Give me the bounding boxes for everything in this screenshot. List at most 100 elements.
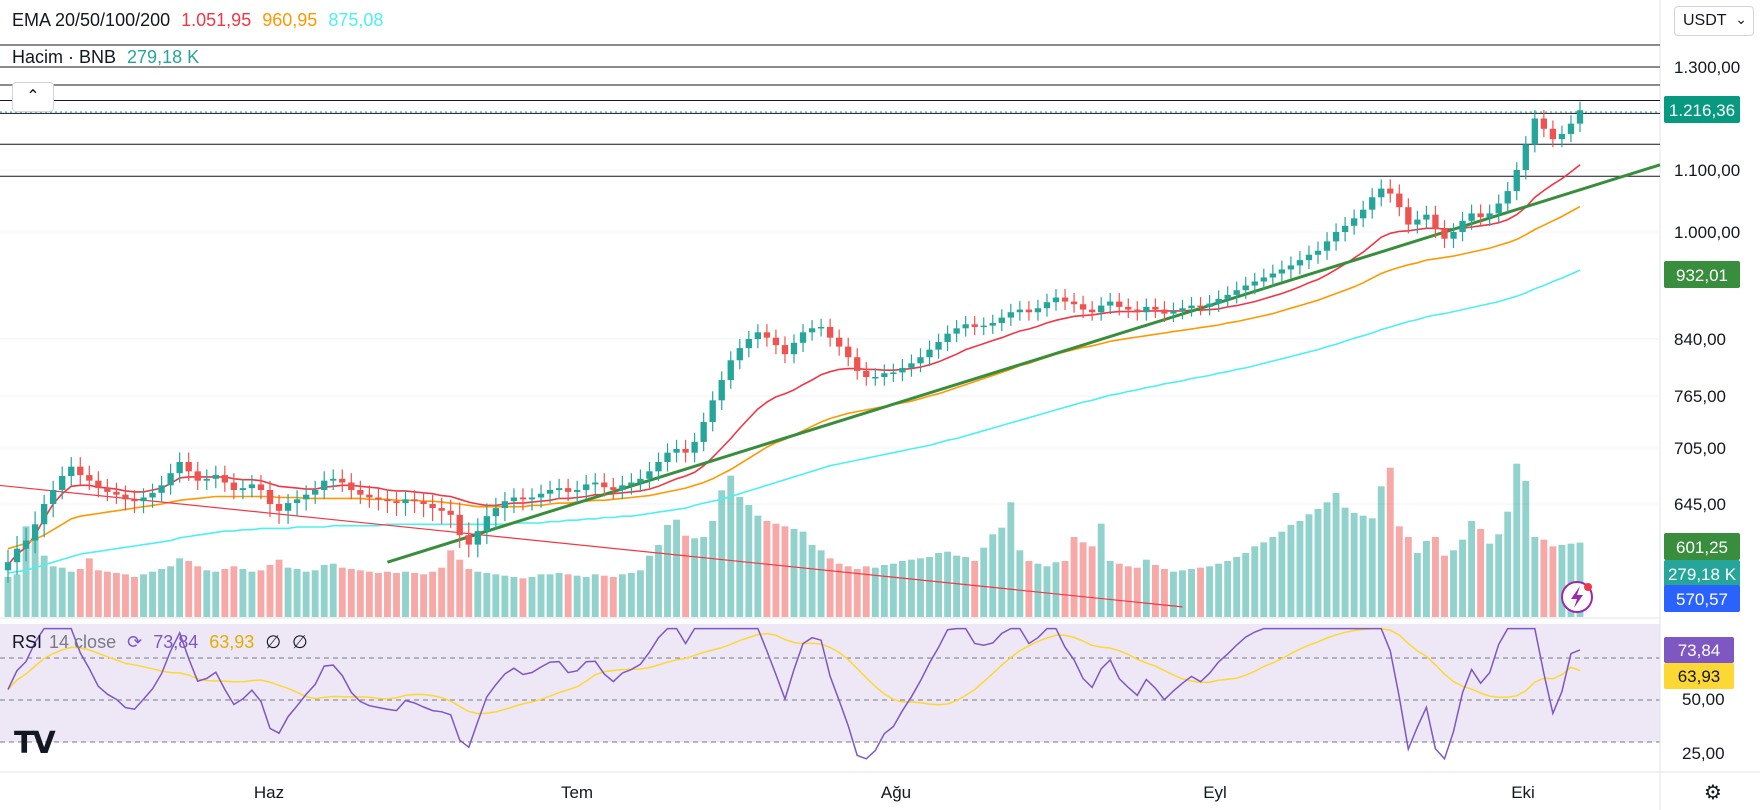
horizontal-levels[interactable] [0,44,1660,177]
ema20-value: 1.051,95 [181,10,252,30]
refresh-icon[interactable]: ⟳ [127,632,143,652]
volume-bar [1206,566,1214,617]
candle-body [1052,297,1060,303]
volume-bar [320,565,328,617]
candle-body [1296,260,1304,266]
rsi-legend[interactable]: RSI 14 close ⟳ 73,84 63,93 ∅ ∅ [12,632,314,653]
price-badge-text: 1.216,36 [1669,101,1735,120]
candle-body [1486,213,1493,218]
volume-bar [1151,565,1159,617]
candle-body [492,508,500,517]
trendlines[interactable] [0,163,1661,608]
ema-legend[interactable]: EMA 20/50/100/200 1.051,95 960,95 875,08 [12,10,389,31]
candle-body [447,510,454,515]
candle-body [59,476,66,490]
volume-bar [1377,486,1385,617]
time-tick-label: Eki [1511,783,1535,802]
volume-bar [1061,561,1069,617]
collapse-button[interactable]: ⌃ [12,82,54,112]
candle-body [845,346,852,358]
volume-bar [772,523,780,617]
volume-bar [1432,537,1439,617]
candle-body [1305,254,1313,261]
price-axis[interactable]: 1.300,00 1.100,00 1.000,00 840,00 765,00 705,… [1674,58,1740,514]
volume-legend[interactable]: Hacim · BNB 279,18 K [12,47,205,68]
volume-bar [329,563,337,617]
candle-body [836,337,843,347]
volume-bar [718,490,726,617]
volume-bar [1070,537,1078,617]
candle-body [1098,305,1105,313]
price-badge-text: 601,25 [1676,538,1728,557]
volume-bar [103,571,111,617]
candle-body [1043,302,1051,309]
volume-bar [917,558,924,617]
volume-bar [573,575,581,617]
volume-bar [447,550,455,617]
volume-bar [691,538,699,617]
currency-select[interactable]: USDT ⌄ [1674,6,1754,36]
price-tick-label: 765,00 [1674,387,1726,406]
candle-body [1432,214,1439,229]
volume-bar [799,531,807,617]
candle-body [113,491,120,495]
candle-body [158,485,165,493]
candle-body [167,473,174,486]
volume-bar [1278,531,1286,617]
price-badge [1664,560,1740,587]
candle-body [998,317,1005,323]
candle-body [1061,297,1069,302]
candle-body [745,339,752,349]
volume-bar [564,574,572,617]
candle-body [682,448,689,453]
price-tick-label: 705,00 [1674,439,1726,458]
candle-body [456,514,463,536]
candle-body [221,475,228,483]
candle-body [1107,301,1114,306]
volume-bar [1233,557,1241,617]
volume-bar [1251,546,1259,617]
candle-body [664,452,671,462]
candle-body [1088,309,1096,313]
volume-bar [1450,550,1457,617]
volume-bar [1386,467,1394,617]
volume-bar [1287,525,1295,617]
volume-bar [871,567,879,617]
candle-body [574,490,581,492]
volume-bar [149,571,156,617]
volume-bar [293,569,301,617]
candle-body [1531,118,1538,145]
candle-body [772,337,780,346]
volume-bar [781,526,789,617]
candle-body [564,488,572,492]
volume-bar [709,521,717,617]
candle-body [1576,110,1584,124]
candle-body [1341,225,1349,232]
candle-body [357,490,364,495]
settings-icon[interactable]: ⚙ [1704,782,1722,804]
candle-body [1170,310,1177,314]
volume-bar [4,577,12,617]
lightning-icon[interactable] [1561,581,1593,613]
volume-bar [384,571,391,617]
volume-bar [67,571,75,617]
volume-bar [1188,569,1195,617]
candle-body [393,501,400,504]
time-tick-label: Tem [561,783,593,802]
rsi-ma-badge [1664,663,1734,689]
volume-bar [1395,526,1403,617]
rsi-value-badge [1664,637,1734,663]
candle-body [1197,305,1204,308]
volume-bar [1567,543,1575,617]
volume-bar [1170,571,1177,617]
candle-body [4,562,12,571]
price-badge [1664,533,1740,560]
volume-bar [501,575,509,617]
volume-bar [338,567,346,617]
volume-bar [926,557,933,617]
time-tick-label: Haz [254,783,284,802]
rsi-legend-ma: 63,93 [209,632,255,652]
volume-bar [935,553,942,617]
time-axis[interactable]: Haz Tem Ağu Eyl Eki [254,783,1535,802]
